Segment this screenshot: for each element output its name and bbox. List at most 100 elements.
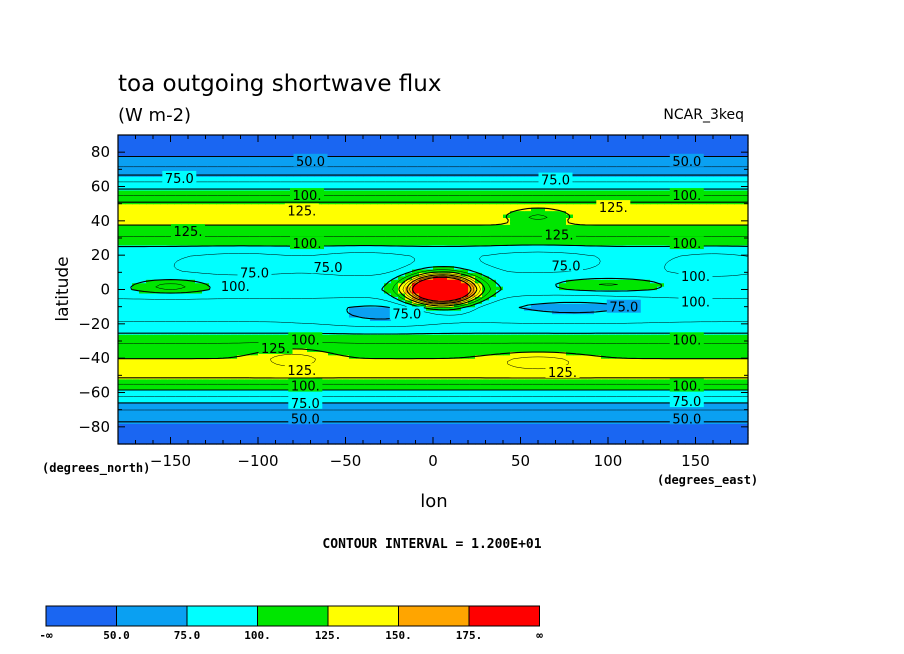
contour-cell: [671, 255, 679, 260]
contour-cell: [538, 409, 546, 414]
contour-cell: [622, 395, 630, 400]
contour-cell: [517, 262, 525, 267]
contour-cell: [692, 306, 700, 311]
contour-cell: [335, 413, 343, 418]
contour-cell: [174, 306, 182, 311]
contour-cell: [223, 313, 231, 318]
contour-cell: [426, 347, 434, 352]
contour-cell: [328, 437, 336, 442]
contour-cell: [293, 433, 301, 438]
contour-cell: [629, 296, 637, 301]
contour-cell: [195, 402, 203, 407]
contour-cell: [153, 368, 161, 373]
contour-cell: [433, 389, 441, 394]
contour-cell: [643, 327, 651, 332]
contour-cell: [692, 282, 700, 287]
contour-cell: [636, 409, 644, 414]
contour-cell: [265, 392, 273, 397]
contour-cell: [447, 282, 455, 287]
contour-cell: [594, 265, 602, 270]
contour-cell: [496, 306, 504, 311]
contour-cell: [580, 371, 588, 376]
contour-cell: [251, 320, 259, 325]
contour-cell: [608, 437, 616, 442]
contour-cell: [734, 258, 742, 263]
contour-cell: [741, 344, 749, 349]
contour-cell: [440, 426, 448, 431]
contour-cell: [650, 258, 658, 263]
contour-cell: [671, 323, 679, 328]
contour-cell: [230, 399, 238, 404]
contour-cell: [370, 265, 378, 270]
contour-cell: [615, 258, 623, 263]
contour-cell: [594, 306, 602, 311]
contour-cell: [391, 430, 399, 435]
contour-cell: [349, 409, 357, 414]
contour-cell: [524, 351, 532, 356]
contour-cell: [433, 330, 441, 335]
contour-cell: [188, 299, 196, 304]
contour-cell: [531, 437, 539, 442]
contour-cell: [440, 437, 448, 442]
contour-cell: [552, 296, 560, 301]
contour-cell: [209, 286, 217, 291]
contour-cell: [146, 351, 154, 356]
contour-cell: [538, 423, 546, 428]
contour-cell: [650, 351, 658, 356]
contour-cell: [188, 416, 196, 421]
contour-cell: [216, 361, 224, 366]
contour-cell: [482, 347, 490, 352]
contour-cell: [286, 358, 294, 363]
contour-cell: [440, 406, 448, 411]
contour-cell: [167, 433, 175, 438]
contour-cell: [223, 258, 231, 263]
contour-cell: [643, 272, 651, 277]
contour-cell: [391, 258, 399, 263]
contour-cell: [538, 334, 546, 339]
contour-cell: [391, 371, 399, 376]
contour-cell: [174, 299, 182, 304]
contour-cell: [258, 430, 266, 435]
contour-cell: [741, 361, 749, 366]
contour-cell: [636, 272, 644, 277]
contour-cell: [356, 255, 364, 260]
contour-cell: [258, 426, 266, 431]
contour-cell: [622, 292, 630, 297]
contour-cell: [517, 327, 525, 332]
contour-cell: [377, 402, 385, 407]
contour-cell: [601, 402, 609, 407]
contour-cell: [440, 413, 448, 418]
contour-cell: [118, 368, 126, 373]
contour-cell: [230, 323, 238, 328]
contour-cell: [538, 337, 546, 342]
contour-cell: [307, 323, 315, 328]
contour-cell: [335, 286, 343, 291]
contour-cell: [139, 368, 147, 373]
contour-cell: [160, 265, 168, 270]
contour-cell: [587, 258, 595, 263]
contour-cell: [300, 303, 308, 308]
contour-cell: [139, 286, 147, 291]
contour-cell: [335, 279, 343, 284]
contour-cell: [587, 358, 595, 363]
contour-cell: [265, 279, 273, 284]
contour-cell: [377, 416, 385, 421]
contour-cell: [741, 310, 749, 315]
contour-cell: [174, 423, 182, 428]
contour-cell: [727, 413, 735, 418]
contour-cell: [419, 416, 427, 421]
contour-cell: [734, 337, 742, 342]
contour-cell: [664, 385, 672, 390]
contour-cell: [433, 334, 441, 339]
contour-cell: [363, 275, 371, 280]
contour-cell: [440, 316, 448, 321]
contour-cell: [636, 399, 644, 404]
contour-cell: [342, 347, 350, 352]
contour-cell: [559, 347, 567, 352]
contour-cell: [118, 327, 126, 332]
contour-cell: [202, 286, 210, 291]
contour-cell: [370, 255, 378, 260]
contour-cell: [475, 433, 483, 438]
contour-cell: [629, 423, 637, 428]
contour-cell: [594, 399, 602, 404]
